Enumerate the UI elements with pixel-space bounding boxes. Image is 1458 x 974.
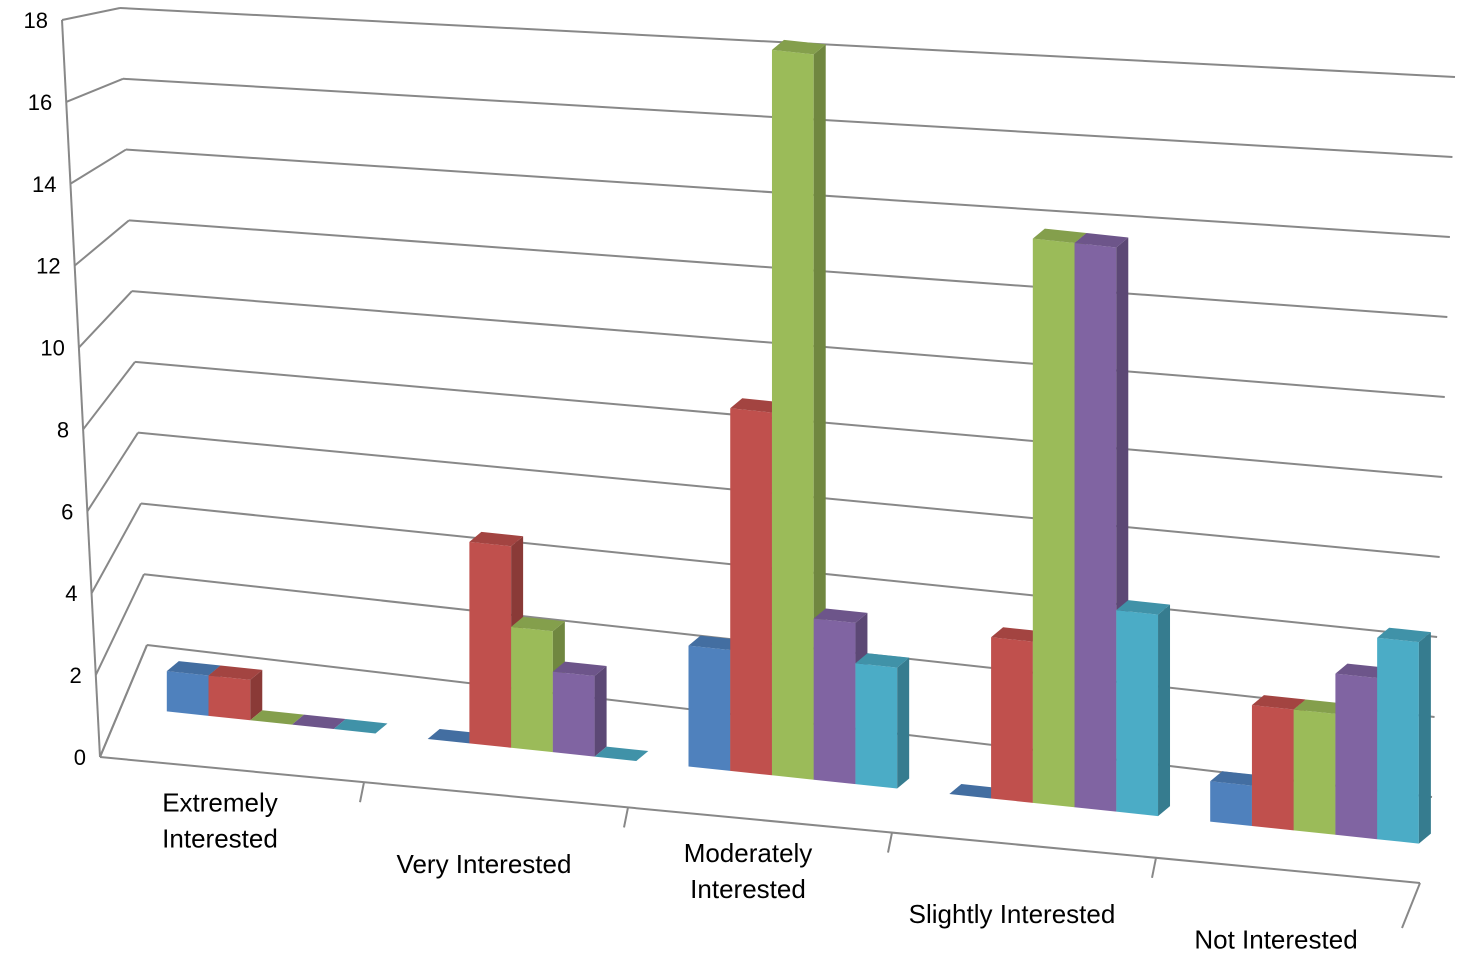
y-tick-labels: 0 2 4 6 8 10 12 14 16 18 xyxy=(24,8,86,770)
bar-front xyxy=(991,637,1033,803)
bar-top xyxy=(594,746,649,761)
bars xyxy=(166,39,1431,844)
bar xyxy=(855,653,910,789)
bar-front xyxy=(813,618,856,785)
gridline-depth xyxy=(69,148,127,185)
gridline-depth xyxy=(86,432,139,512)
bar-top xyxy=(855,653,910,668)
gridline-depth xyxy=(61,7,121,21)
bar-front xyxy=(469,541,512,748)
y-tick-label: 0 xyxy=(74,745,86,770)
x-category-label: Very Interested xyxy=(397,849,572,879)
bar-front xyxy=(1293,709,1336,835)
y-tick-label: 2 xyxy=(70,663,82,688)
y-tick-label: 14 xyxy=(32,172,56,197)
bar xyxy=(250,710,305,725)
bar xyxy=(333,719,388,734)
bar-top xyxy=(1116,600,1171,615)
bar-top xyxy=(1377,627,1431,643)
bar-top xyxy=(688,635,743,651)
bar xyxy=(594,746,649,761)
bar-top xyxy=(949,784,1004,799)
bar-front xyxy=(1335,673,1378,840)
x-category-label: Slightly Interested xyxy=(909,899,1116,929)
bar-top xyxy=(813,608,868,623)
bar-front xyxy=(1116,610,1159,817)
bar xyxy=(427,728,482,744)
gridline-depth xyxy=(90,502,142,594)
bar-top xyxy=(1251,695,1306,710)
y-tick-label: 8 xyxy=(57,417,69,442)
bar-front xyxy=(1251,705,1294,831)
bar-top xyxy=(250,710,305,725)
x-category-label: Moderately Interested xyxy=(684,838,813,904)
gridline-depth xyxy=(78,290,133,349)
bar-top xyxy=(1032,228,1087,244)
category-labels: Extremely Interested Very Interested Modera… xyxy=(162,788,1357,955)
bar-top xyxy=(166,661,221,676)
bar-top xyxy=(427,728,482,744)
bar-front xyxy=(1032,238,1075,808)
y-tick-label: 18 xyxy=(24,8,48,33)
y-tick-label: 6 xyxy=(61,499,73,524)
x-tick xyxy=(887,832,893,853)
x-tick xyxy=(623,807,629,828)
x-axis-end xyxy=(1401,882,1421,929)
bar-front xyxy=(730,408,772,776)
y-tick-label: 4 xyxy=(65,581,77,606)
gridline-depth xyxy=(74,219,130,267)
bar xyxy=(208,665,263,721)
bar-top xyxy=(208,665,263,680)
bar-front xyxy=(511,626,553,753)
bar-top xyxy=(730,398,784,413)
x-tick xyxy=(359,782,365,803)
bar-top xyxy=(333,719,388,734)
bar-top xyxy=(991,627,1045,642)
bar-top xyxy=(1335,663,1390,679)
y-tick-label: 10 xyxy=(40,336,64,361)
bar-top xyxy=(469,531,524,547)
bar xyxy=(1377,627,1431,844)
gridline-depth xyxy=(94,573,145,676)
floor-left-edge xyxy=(99,644,148,758)
bar-front xyxy=(552,671,595,757)
y-tick-label: 12 xyxy=(36,254,60,279)
bar-side xyxy=(1158,604,1171,817)
y-tick-label: 16 xyxy=(28,90,52,115)
bar-top xyxy=(292,714,346,730)
x-tick xyxy=(1151,857,1157,878)
bar-side xyxy=(897,657,910,789)
bar-front xyxy=(855,663,898,789)
bar-top xyxy=(1074,233,1129,248)
bar-front xyxy=(208,675,251,721)
bar-top xyxy=(552,661,607,676)
x-category-label: Not Interested xyxy=(1194,924,1357,954)
gridline-depth xyxy=(82,361,136,431)
x-category-label: Extremely Interested xyxy=(162,788,278,854)
bar-side xyxy=(813,44,826,780)
x-axis xyxy=(99,756,1421,884)
bar-top xyxy=(1210,771,1264,786)
bar-top xyxy=(771,39,826,55)
bar xyxy=(552,661,607,757)
bar xyxy=(949,784,1004,799)
bar-front xyxy=(1210,781,1252,826)
bar-front xyxy=(771,49,814,780)
bar-front xyxy=(1074,243,1117,812)
bar-front xyxy=(166,671,209,716)
bar-side xyxy=(1418,632,1431,844)
bar-front xyxy=(688,645,731,771)
bar-side xyxy=(250,669,263,721)
gridline-depth xyxy=(65,77,124,103)
bar-front xyxy=(1377,637,1419,844)
bar xyxy=(771,39,826,780)
bar xyxy=(1116,600,1171,817)
bar-top xyxy=(511,616,565,632)
bar-top xyxy=(1293,699,1348,714)
y-axis xyxy=(61,19,101,758)
bar xyxy=(292,714,346,730)
axes xyxy=(61,19,1421,929)
bar-side xyxy=(594,665,607,757)
